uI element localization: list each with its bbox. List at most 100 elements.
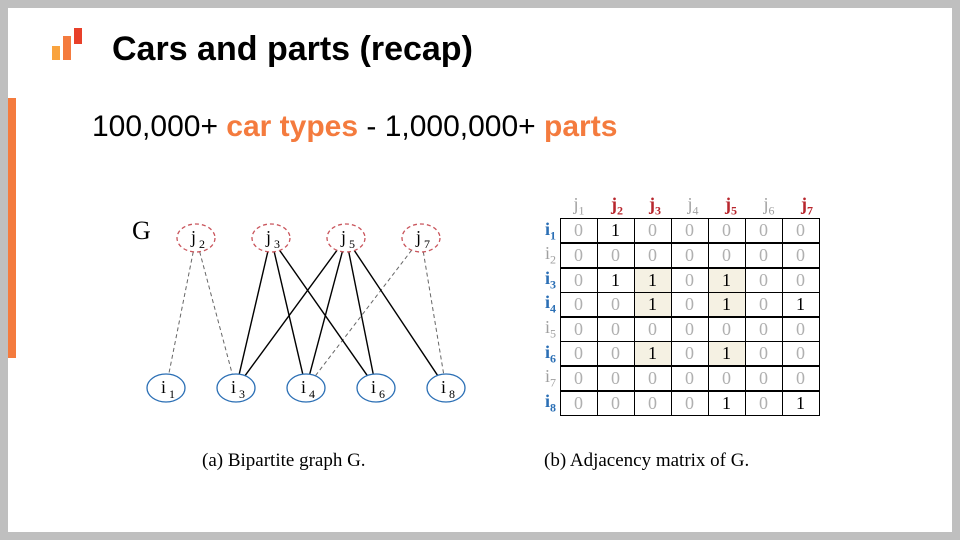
- graph-edge: [169, 252, 193, 374]
- matrix-col-label: j6: [750, 194, 788, 219]
- graph-node-subscript: 5: [349, 237, 355, 251]
- graph-edge: [200, 252, 233, 375]
- matrix-cell: 0: [560, 317, 598, 342]
- matrix-cell: 1: [634, 341, 672, 366]
- graph-node-subscript: 1: [169, 387, 175, 401]
- matrix-cell: 0: [671, 268, 709, 293]
- matrix-cell: 0: [597, 366, 635, 391]
- matrix-row-label: i5: [536, 317, 560, 342]
- matrix-cell: 0: [745, 243, 783, 268]
- bipartite-graph: j2j3j5j7i1i3i4i6i8: [126, 198, 496, 428]
- matrix-cell: 0: [560, 243, 598, 268]
- matrix-cell: 0: [745, 317, 783, 342]
- graph-node-subscript: 2: [199, 237, 205, 251]
- slide: Cars and parts (recap) 100,000+ car type…: [8, 8, 952, 532]
- matrix-cell: 0: [745, 292, 783, 317]
- matrix-cell: 0: [708, 317, 746, 342]
- subtitle-em2: parts: [544, 110, 617, 143]
- matrix-row-label: i2: [536, 243, 560, 268]
- subtitle: 100,000+ car types - 1,000,000+ parts: [92, 110, 617, 144]
- matrix-cell: 0: [597, 292, 635, 317]
- matrix-cell: 0: [671, 366, 709, 391]
- matrix-row: i30110100: [536, 268, 826, 293]
- matrix-cell: 0: [634, 391, 672, 416]
- matrix-row: i20000000: [536, 243, 826, 268]
- matrix-col-label: j2: [598, 194, 636, 219]
- graph-node-subscript: 6: [379, 387, 385, 401]
- matrix-cell: 1: [708, 268, 746, 293]
- matrix-cell: 0: [597, 341, 635, 366]
- subtitle-pre1: 100,000+: [92, 110, 226, 143]
- matrix-cell: 0: [597, 391, 635, 416]
- matrix-col-label: j4: [674, 194, 712, 219]
- graph-edge: [423, 252, 443, 374]
- matrix-cell: 1: [782, 292, 820, 317]
- logo-icon: [50, 28, 90, 64]
- graph-node-label: i: [301, 377, 306, 397]
- matrix-cell: 1: [782, 391, 820, 416]
- matrix-cell: 0: [560, 366, 598, 391]
- matrix-col-label: j1: [560, 194, 598, 219]
- matrix-row-label: i8: [536, 391, 560, 416]
- matrix-cell: 1: [708, 391, 746, 416]
- matrix-cell: 0: [782, 366, 820, 391]
- matrix-cell: 0: [782, 243, 820, 268]
- matrix-cell: 0: [671, 341, 709, 366]
- graph-edge: [274, 252, 303, 374]
- graph-node-subscript: 3: [239, 387, 245, 401]
- graph-node-subscript: 3: [274, 237, 280, 251]
- matrix-cell: 0: [634, 366, 672, 391]
- matrix-row: i40010101: [536, 292, 826, 317]
- matrix-cell: 1: [708, 341, 746, 366]
- graph-node-label: j: [340, 227, 346, 247]
- matrix-col-label: j7: [788, 194, 826, 219]
- matrix-row-label: i1: [536, 219, 560, 244]
- graph-edge: [315, 250, 411, 376]
- matrix-row: i10100000: [536, 219, 826, 244]
- matrix-row-label: i4: [536, 292, 560, 317]
- matrix-cell: 1: [597, 268, 635, 293]
- matrix-cell: 0: [745, 218, 783, 243]
- subtitle-em1: car types: [226, 110, 358, 143]
- accent-bar: [8, 98, 16, 358]
- matrix-cell: 0: [782, 317, 820, 342]
- matrix-cell: 0: [560, 292, 598, 317]
- matrix-cell: 0: [597, 243, 635, 268]
- matrix-row-label: i6: [536, 342, 560, 367]
- subtitle-mid: - 1,000,000+: [358, 110, 544, 143]
- matrix-cell: 0: [708, 218, 746, 243]
- matrix-row-label: i7: [536, 366, 560, 391]
- matrix-cell: 0: [782, 218, 820, 243]
- graph-edge: [349, 252, 373, 374]
- graph-node-label: i: [161, 377, 166, 397]
- matrix-cell: 0: [671, 292, 709, 317]
- matrix-cell: 0: [671, 317, 709, 342]
- matrix-cell: 0: [745, 268, 783, 293]
- matrix-cell: 0: [782, 341, 820, 366]
- matrix-col-label: j3: [636, 194, 674, 219]
- matrix-cell: 0: [560, 341, 598, 366]
- graph-edge: [310, 252, 343, 375]
- matrix-cell: 0: [671, 243, 709, 268]
- graph-node-subscript: 8: [449, 387, 455, 401]
- matrix-cell: 0: [560, 218, 598, 243]
- matrix-cell: 1: [634, 268, 672, 293]
- matrix-cell: 0: [782, 268, 820, 293]
- graph-node-label: j: [190, 227, 196, 247]
- matrix-row: i70000000: [536, 366, 826, 391]
- matrix-cell: 0: [560, 268, 598, 293]
- matrix-cell: 0: [634, 317, 672, 342]
- matrix-cell: 0: [745, 341, 783, 366]
- graph-node-label: j: [265, 227, 271, 247]
- matrix-cell: 0: [560, 391, 598, 416]
- figure-area: G j2j3j5j7i1i3i4i6i8 j1j2j3j4j5j6j7i1010…: [126, 198, 886, 498]
- matrix-row: i50000000: [536, 317, 826, 342]
- adjacency-matrix: j1j2j3j4j5j6j7i10100000i20000000i3011010…: [536, 194, 826, 415]
- matrix-cell: 1: [597, 218, 635, 243]
- matrix-cell: 0: [708, 366, 746, 391]
- matrix-col-headers: j1j2j3j4j5j6j7: [560, 194, 826, 219]
- graph-node-subscript: 4: [309, 387, 315, 401]
- graph-node-label: i: [371, 377, 376, 397]
- matrix-cell: 0: [671, 391, 709, 416]
- page-title: Cars and parts (recap): [112, 30, 473, 69]
